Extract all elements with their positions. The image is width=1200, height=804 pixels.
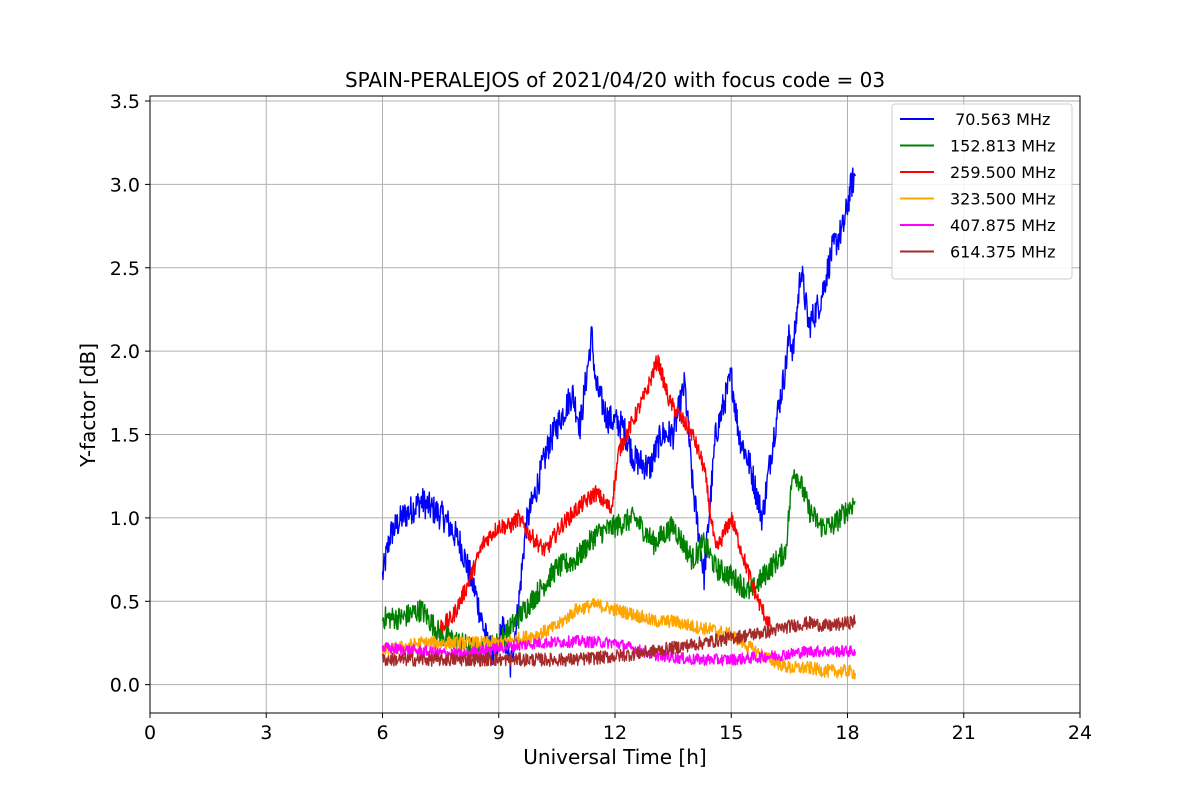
series-line-3 [381, 597, 856, 680]
series-line-1 [381, 469, 856, 663]
x-tick-label: 18 [835, 722, 859, 744]
y-tick-label: 1.5 [110, 425, 140, 447]
series-line-4 [381, 634, 856, 667]
y-tick-label: 0.0 [110, 675, 140, 697]
y-axis-label: Y-factor [dB] [76, 343, 100, 468]
y-tick-label: 0.5 [110, 591, 140, 613]
y-tick-label: 3.0 [110, 174, 140, 196]
legend-box [891, 103, 1073, 280]
x-tick-label: 12 [603, 722, 627, 744]
x-tick-label: 3 [260, 722, 272, 744]
legend-label-5: 614.375 MHz [950, 243, 1055, 262]
y-tick-label: 2.0 [110, 341, 140, 363]
y-tick-label: 1.0 [110, 508, 140, 530]
chart-title: SPAIN-PERALEJOS of 2021/04/20 with focus… [345, 68, 885, 92]
plot-series [381, 167, 856, 680]
y-tick-label: 3.5 [110, 91, 140, 113]
x-tick-label: 0 [144, 722, 156, 744]
legend: 70.563 MHz 152.813 MHz 259.500 MHz 323.500 … [891, 103, 1073, 280]
legend-label-3: 323.500 MHz [950, 190, 1055, 209]
legend-label-1: 152.813 MHz [950, 137, 1055, 156]
y-tick-label: 2.5 [110, 258, 140, 280]
x-tick-label: 9 [493, 722, 505, 744]
axis-ticks: 0 3 6 9 12 15 18 21 24 0.0 0.5 1.0 1.5 2.0 2.5 3.0 3.5 [110, 91, 1092, 744]
legend-label-4: 407.875 MHz [950, 216, 1055, 235]
series-line-5 [381, 614, 856, 667]
x-tick-label: 24 [1068, 722, 1092, 744]
legend-label-2: 259.500 MHz [950, 163, 1055, 182]
x-tick-label: 15 [719, 722, 743, 744]
x-axis-label: Universal Time [h] [523, 745, 706, 769]
series-line-2 [439, 354, 771, 633]
x-tick-label: 21 [952, 722, 976, 744]
x-tick-label: 6 [376, 722, 388, 744]
series-line-0 [381, 167, 856, 678]
legend-label-0: 70.563 MHz [950, 110, 1050, 129]
